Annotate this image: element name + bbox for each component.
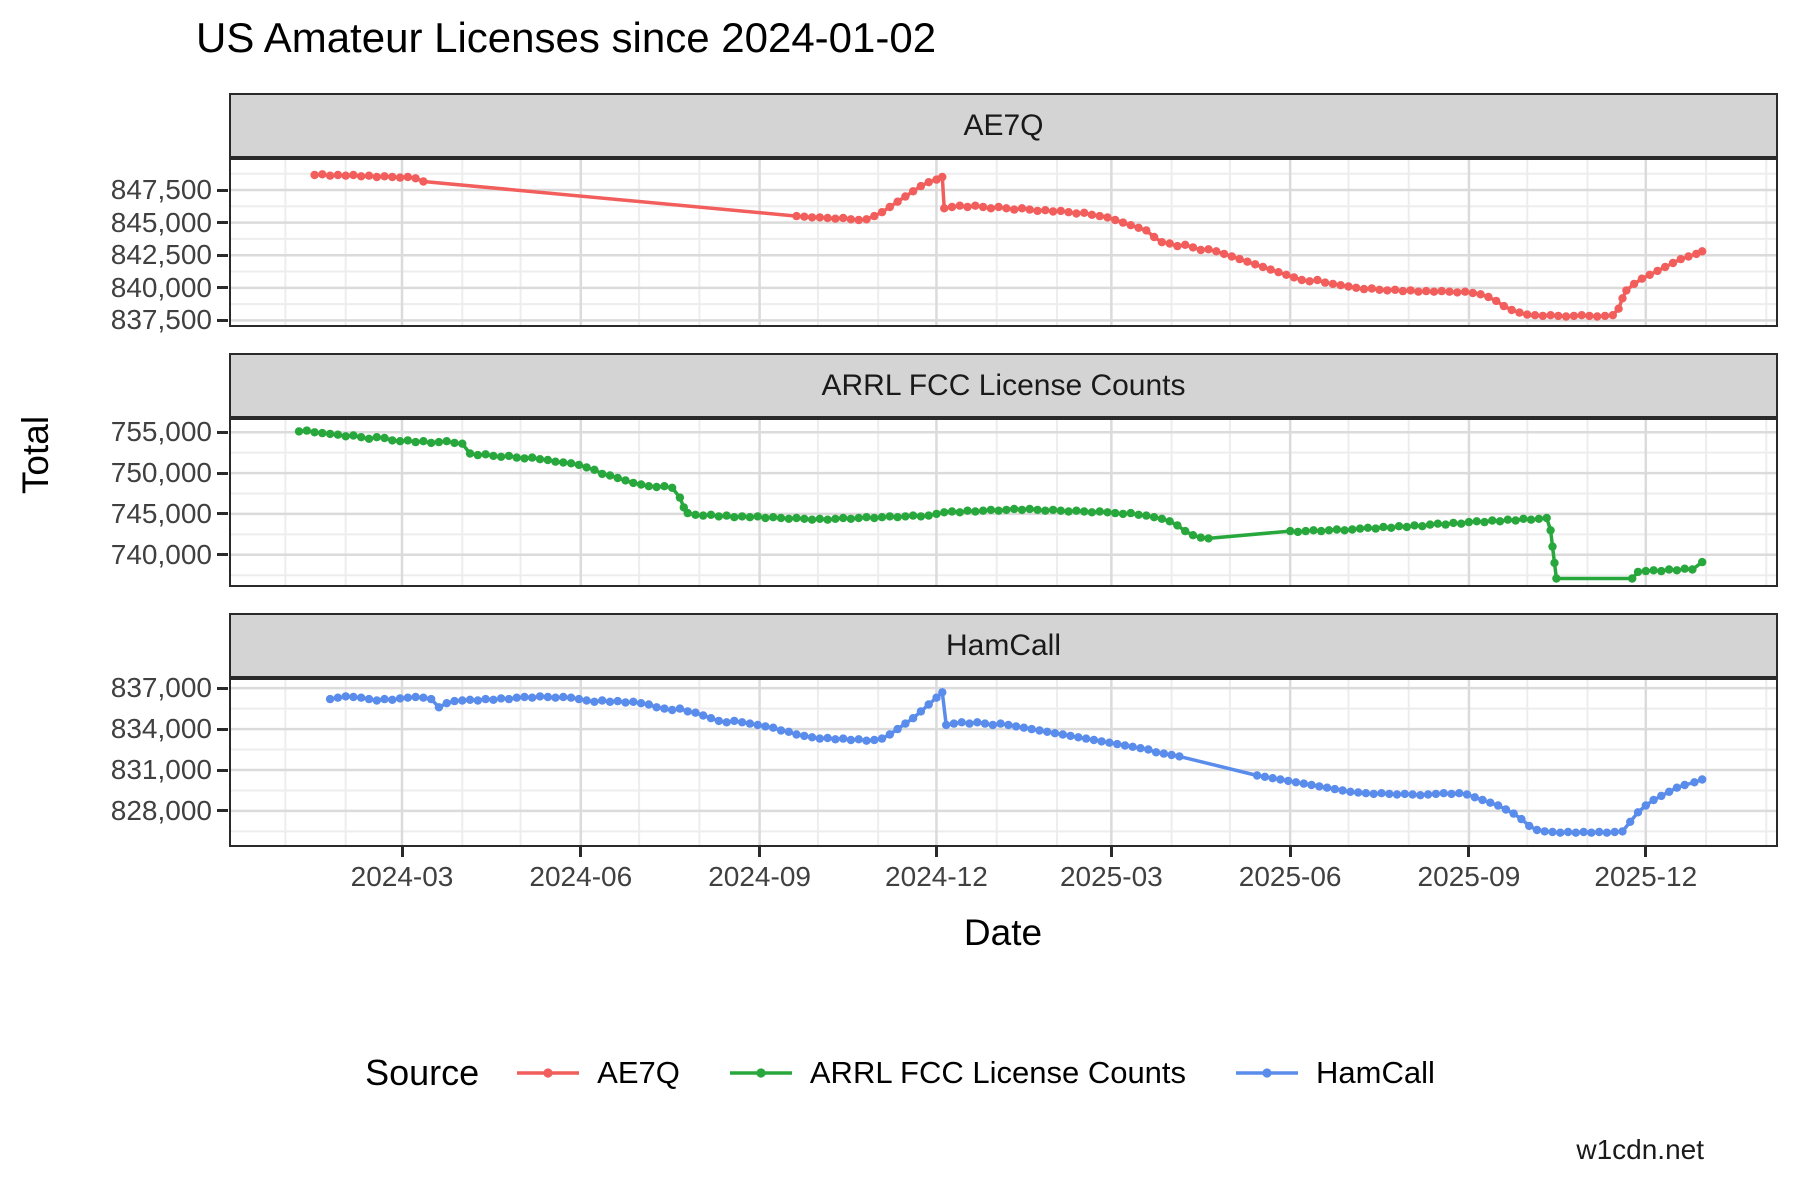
x-tick-label: 2024-09 bbox=[708, 861, 811, 892]
x-tick-label: 2024-12 bbox=[885, 861, 988, 892]
facet-panel-ae7q bbox=[229, 158, 1778, 327]
y-tick-label: 842,500 bbox=[110, 239, 212, 271]
y-tick-label: 840,000 bbox=[110, 271, 212, 303]
y-tick-mark bbox=[217, 253, 228, 257]
facet-strip-ae7q: AE7Q bbox=[229, 93, 1778, 158]
chart-title: US Amateur Licenses since 2024-01-02 bbox=[196, 14, 937, 61]
y-tick-label: 845,000 bbox=[110, 206, 212, 238]
legend-items: AE7Q ARRL FCC License Counts HamCall bbox=[513, 1055, 1435, 1091]
legend-item-label: AE7Q bbox=[597, 1055, 680, 1090]
x-tick-label: 2025-06 bbox=[1238, 861, 1342, 892]
y-tick-mark bbox=[217, 553, 228, 557]
y-tick-label: 831,000 bbox=[110, 754, 212, 785]
legend-item-label: ARRL FCC License Counts bbox=[809, 1055, 1187, 1090]
legend-key-icon bbox=[1236, 1068, 1299, 1078]
y-tick-label: 750,000 bbox=[110, 457, 212, 489]
x-tick-mark bbox=[934, 847, 938, 857]
x-tick-label: 2025-09 bbox=[1417, 861, 1521, 892]
y-tick-label: 828,000 bbox=[110, 794, 212, 826]
x-tick-mark bbox=[1109, 847, 1113, 857]
y-tick-mark bbox=[217, 430, 228, 434]
y-tick-label: 745,000 bbox=[110, 497, 212, 529]
legend-title: Source bbox=[365, 1052, 480, 1093]
x-tick-label: 2025-03 bbox=[1059, 861, 1163, 892]
x-tick-label: 2025-12 bbox=[1594, 861, 1698, 892]
legend-item: AE7Q bbox=[513, 1055, 680, 1091]
legend-item: HamCall bbox=[1232, 1055, 1435, 1091]
y-tick-mark bbox=[217, 286, 228, 290]
y-tick-label: 834,000 bbox=[110, 713, 212, 745]
y-tick-mark bbox=[217, 188, 228, 192]
y-tick-label: 755,000 bbox=[110, 416, 212, 448]
x-tick-mark bbox=[579, 847, 583, 857]
x-tick-mark bbox=[1288, 847, 1292, 857]
y-tick-mark bbox=[217, 221, 228, 225]
facet-panel-hamcall bbox=[229, 678, 1778, 847]
legend-item: ARRL FCC License Counts bbox=[726, 1055, 1186, 1091]
y-tick-mark bbox=[217, 471, 228, 475]
facet-panel-arrl bbox=[229, 418, 1778, 587]
y-tick-mark bbox=[217, 727, 228, 731]
y-axis-title: Total bbox=[15, 415, 56, 495]
x-tick-mark bbox=[758, 847, 762, 857]
facet-strip-hamcall: HamCall bbox=[229, 613, 1778, 678]
y-tick-mark bbox=[217, 318, 228, 322]
x-axis-title: Date bbox=[963, 912, 1043, 953]
legend-key-icon bbox=[729, 1068, 792, 1078]
legend-item-label: HamCall bbox=[1316, 1055, 1435, 1090]
legend: Source AE7Q ARRL FCC License Counts HamCal… bbox=[0, 1052, 1800, 1094]
legend-key-icon bbox=[517, 1068, 580, 1078]
x-tick-mark bbox=[400, 847, 404, 857]
y-tick-mark bbox=[217, 809, 228, 813]
y-tick-mark bbox=[217, 768, 228, 772]
x-tick-label: 2024-06 bbox=[529, 861, 633, 892]
watermark: w1cdn.net bbox=[1576, 1134, 1704, 1165]
y-tick-mark bbox=[217, 686, 228, 690]
y-tick-mark bbox=[217, 512, 228, 516]
y-tick-label: 740,000 bbox=[110, 538, 212, 570]
x-tick-label: 2024-03 bbox=[350, 861, 454, 892]
y-tick-label: 837,000 bbox=[110, 672, 212, 704]
facet-strip-arrl: ARRL FCC License Counts bbox=[229, 353, 1778, 418]
y-tick-label: 837,500 bbox=[110, 304, 212, 336]
y-tick-label: 847,500 bbox=[110, 174, 212, 205]
x-tick-mark bbox=[1467, 847, 1471, 857]
x-tick-mark bbox=[1644, 847, 1648, 857]
